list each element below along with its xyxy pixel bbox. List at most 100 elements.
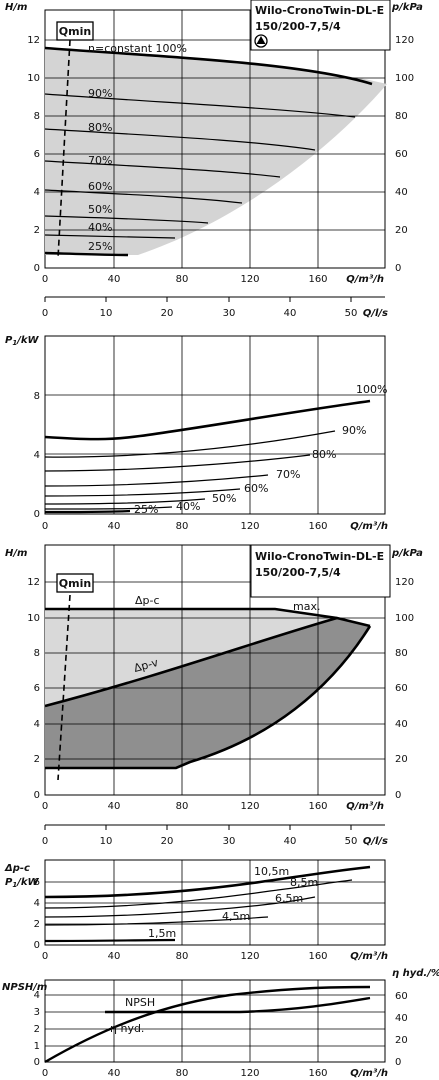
svg-text:20: 20 bbox=[395, 1035, 408, 1046]
svg-text:120: 120 bbox=[240, 951, 259, 962]
svg-text:10: 10 bbox=[100, 836, 113, 847]
svg-text:2: 2 bbox=[34, 1024, 40, 1035]
svg-text:50%: 50% bbox=[212, 492, 236, 505]
svg-text:6: 6 bbox=[34, 877, 40, 888]
delta-pc-power-panel: 10,5m 8,5m 6,5m 4,5m 1,5m Δp-c P1/kW 0 2… bbox=[4, 859, 388, 962]
svg-text:0: 0 bbox=[34, 263, 40, 274]
svg-text:3: 3 bbox=[34, 1007, 40, 1018]
svg-text:80: 80 bbox=[176, 801, 189, 812]
svg-text:40: 40 bbox=[395, 1013, 408, 1024]
svg-text:160: 160 bbox=[308, 951, 327, 962]
svg-text:0: 0 bbox=[34, 1057, 40, 1068]
svg-text:0: 0 bbox=[34, 509, 40, 520]
svg-text:40: 40 bbox=[108, 951, 121, 962]
speed-curves bbox=[44, 46, 373, 257]
svg-text:8: 8 bbox=[34, 648, 40, 659]
curve-70 bbox=[44, 160, 281, 178]
svg-text:40: 40 bbox=[284, 308, 297, 319]
svg-text:10: 10 bbox=[100, 308, 113, 319]
control-mode-panel: Qmin Δp-c Δp-v max. Wilo-CronoTwin-DL-E … bbox=[5, 544, 423, 847]
svg-text:4: 4 bbox=[34, 990, 40, 1001]
svg-text:70%: 70% bbox=[88, 154, 112, 167]
svg-text:12: 12 bbox=[27, 35, 40, 46]
svg-text:160: 160 bbox=[308, 274, 327, 285]
svg-text:80: 80 bbox=[395, 648, 408, 659]
curve-90 bbox=[44, 93, 356, 118]
svg-text:70%: 70% bbox=[276, 468, 300, 481]
svg-text:p/kPa: p/kPa bbox=[391, 548, 423, 559]
delta-p-v-label: Δp-v bbox=[132, 656, 160, 675]
y-ticks: 0 2 4 6 8 10 12 bbox=[27, 35, 40, 274]
svg-text:30: 30 bbox=[223, 308, 236, 319]
svg-text:Q/m³/h: Q/m³/h bbox=[350, 521, 388, 532]
svg-text:20: 20 bbox=[395, 754, 408, 765]
svg-text:80: 80 bbox=[176, 951, 189, 962]
power-curves-panel: 100% 90% 80% 70% 60% 50% 40% 25% P1/kW 0… bbox=[5, 335, 388, 532]
svg-text:150/200-7,5/4: 150/200-7,5/4 bbox=[255, 566, 341, 579]
svg-text:90%: 90% bbox=[342, 424, 366, 437]
svg-text:1: 1 bbox=[34, 1041, 40, 1052]
svg-text:60: 60 bbox=[395, 683, 408, 694]
curve-100 bbox=[44, 46, 373, 86]
chart-title: Wilo-CronoTwin-DL-E bbox=[255, 4, 384, 17]
svg-text:160: 160 bbox=[308, 801, 327, 812]
svg-text:120: 120 bbox=[395, 35, 414, 46]
curve-50 bbox=[44, 215, 209, 224]
svg-text:20: 20 bbox=[161, 836, 174, 847]
svg-text:40%: 40% bbox=[176, 500, 200, 513]
curve-25 bbox=[44, 251, 129, 257]
svg-text:n=constant 100%: n=constant 100% bbox=[88, 42, 187, 55]
svg-text:120: 120 bbox=[395, 577, 414, 588]
svg-text:Q/m³/h: Q/m³/h bbox=[350, 1068, 388, 1079]
svg-text:40: 40 bbox=[395, 187, 408, 198]
svg-text:6: 6 bbox=[34, 683, 40, 694]
svg-text:Qmin: Qmin bbox=[59, 577, 91, 590]
curve-labels: n=constant 100% 90% 80% 70% 60% 50% 40% … bbox=[88, 42, 187, 253]
svg-text:0: 0 bbox=[34, 940, 40, 951]
svg-text:0: 0 bbox=[42, 521, 48, 532]
svg-text:25%: 25% bbox=[88, 240, 112, 253]
svg-text:20: 20 bbox=[395, 225, 408, 236]
svg-text:H/m: H/m bbox=[5, 548, 27, 559]
svg-text:40: 40 bbox=[108, 801, 121, 812]
svg-text:6,5m: 6,5m bbox=[275, 892, 303, 905]
svg-text:0: 0 bbox=[395, 1057, 401, 1068]
curve-40 bbox=[44, 234, 176, 239]
npsh-efficiency-panel: NPSH η hyd. NPSH/m η hyd./% 0 1 2 3 4 0 … bbox=[2, 968, 439, 1079]
svg-text:4,5m: 4,5m bbox=[222, 910, 250, 923]
svg-text:80%: 80% bbox=[88, 121, 112, 134]
svg-text:120: 120 bbox=[240, 1068, 259, 1079]
svg-text:2: 2 bbox=[34, 754, 40, 765]
svg-text:NPSH: NPSH bbox=[125, 996, 155, 1009]
svg-text:0: 0 bbox=[42, 836, 48, 847]
max-label: max. bbox=[293, 600, 320, 613]
svg-text:80: 80 bbox=[176, 1068, 189, 1079]
svg-text:NPSH/m: NPSH/m bbox=[2, 982, 47, 993]
x2-axis: 0 10 20 30 40 50 Q/l/s bbox=[42, 296, 388, 319]
svg-text:80: 80 bbox=[176, 521, 189, 532]
svg-text:40: 40 bbox=[108, 1068, 121, 1079]
svg-text:Q/m³/h: Q/m³/h bbox=[346, 274, 384, 285]
svg-text:60: 60 bbox=[395, 149, 408, 160]
svg-text:p/kPa: p/kPa bbox=[391, 2, 423, 13]
svg-text:100: 100 bbox=[395, 613, 414, 624]
svg-text:50: 50 bbox=[345, 308, 358, 319]
svg-text:160: 160 bbox=[308, 1068, 327, 1079]
svg-text:0: 0 bbox=[395, 790, 401, 801]
svg-text:100: 100 bbox=[395, 73, 414, 84]
svg-text:1,5m: 1,5m bbox=[148, 927, 176, 940]
svg-text:η hyd.: η hyd. bbox=[110, 1022, 144, 1035]
svg-text:160: 160 bbox=[308, 521, 327, 532]
svg-text:0: 0 bbox=[395, 263, 401, 274]
delta-p-c-label: Δp-c bbox=[135, 594, 160, 607]
svg-text:H/m: H/m bbox=[5, 2, 27, 13]
svg-text:0: 0 bbox=[42, 1068, 48, 1079]
wilo-logo-icon bbox=[254, 34, 268, 48]
svg-text:4: 4 bbox=[34, 719, 40, 730]
svg-text:0: 0 bbox=[42, 801, 48, 812]
svg-text:40%: 40% bbox=[88, 221, 112, 234]
curve-60 bbox=[44, 189, 243, 204]
svg-text:40: 40 bbox=[395, 719, 408, 730]
svg-text:4: 4 bbox=[34, 450, 40, 461]
svg-text:P1/kW: P1/kW bbox=[5, 335, 40, 347]
